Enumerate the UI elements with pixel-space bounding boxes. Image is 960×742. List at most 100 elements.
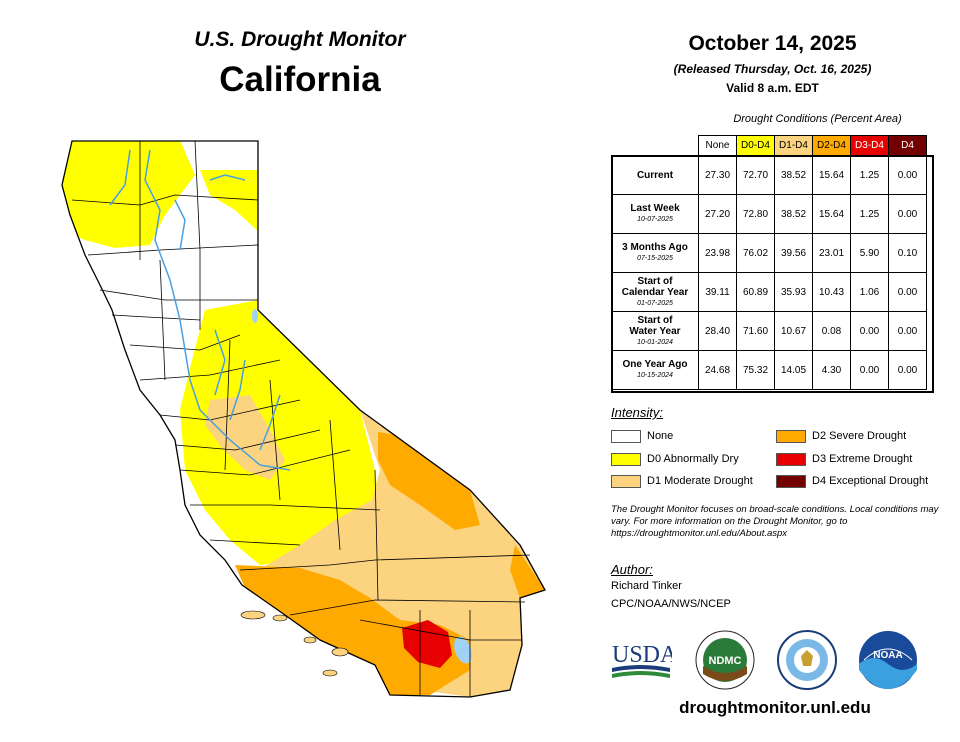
table-caption: Drought Conditions (Percent Area) [733, 113, 902, 125]
row-label-text: 3 Months Ago [622, 242, 688, 253]
table-row: One Year Ago 10-15-2024 24.68 75.32 14.05 4.3… [611, 350, 927, 390]
state-title: California [219, 60, 381, 99]
table-cell: 0.00 [888, 311, 927, 351]
col-header-d3-d4: D3-D4 [850, 135, 889, 156]
legend-label: D1 Moderate Drought [647, 475, 753, 487]
drought-conditions-table: None D0-D4 D1-D4 D2-D4 D3-D4 D4 Current 2… [611, 135, 927, 390]
table-cell: 0.00 [850, 311, 889, 351]
map-date: October 14, 2025 [688, 32, 857, 55]
legend-d3: D3 Extreme Drought [776, 451, 912, 467]
table-row: 3 Months Ago 07-15-2025 23.98 76.02 39.56 23.… [611, 233, 927, 273]
row-date: 10-15-2024 [637, 372, 673, 379]
legend-d4: D4 Exceptional Drought [776, 473, 928, 489]
row-label: 3 Months Ago 07-15-2025 [611, 233, 699, 273]
table-cell: 27.30 [698, 155, 737, 195]
row-date: 07-15-2025 [637, 255, 673, 262]
col-header-none: None [698, 135, 737, 156]
table-cell: 0.00 [888, 194, 927, 234]
d1-central-area [205, 395, 285, 480]
author-org: CPC/NOAA/NWS/NCEP [611, 598, 731, 610]
county-lines [71, 140, 531, 697]
d0-north-area [62, 141, 195, 248]
row-label: Current [611, 155, 699, 195]
author-name: Richard Tinker [611, 580, 682, 592]
legend-label: D0 Abnormally Dry [647, 453, 739, 465]
col-header-d0-d4: D0-D4 [736, 135, 775, 156]
legend-label: D2 Severe Drought [812, 430, 907, 442]
table-cell: 5.90 [850, 233, 889, 273]
row-label-text: Start of Water Year [629, 314, 681, 337]
intensity-title: Intensity: [611, 405, 664, 420]
rivers [109, 149, 291, 471]
table-cell: 10.67 [774, 311, 813, 351]
table-cell: 0.08 [812, 311, 851, 351]
row-date: 01-07-2025 [637, 299, 673, 307]
table-cell: 23.01 [812, 233, 851, 273]
d2-east-area [378, 432, 480, 530]
usda-logo: USDA [612, 642, 672, 678]
row-label: Start of Water Year 10-01-2024 [611, 311, 699, 351]
d1-south-area [262, 410, 545, 697]
lake-tahoe [252, 309, 258, 323]
table-cell: 0.00 [888, 272, 927, 312]
col-header-d2-d4: D2-D4 [812, 135, 851, 156]
col-header-d1-d4: D1-D4 [774, 135, 813, 156]
table-cell: 38.52 [774, 194, 813, 234]
legend-label: D4 Exceptional Drought [812, 475, 929, 487]
noaa-logo: NOAA [859, 631, 917, 689]
table-cell: 60.89 [736, 272, 775, 312]
noaa-logo-text: NOAA [873, 650, 902, 661]
legend-swatch [776, 429, 806, 443]
release-date: (Released Thursday, Oct. 16, 2025) [673, 62, 872, 76]
table-cell: 75.32 [736, 350, 775, 390]
table-cell: 39.11 [698, 272, 737, 312]
table-cell: 1.25 [850, 155, 889, 195]
usda-logo-text: USDA [612, 642, 672, 668]
map-title: U.S. Drought Monitor [194, 28, 406, 51]
table-cell: 38.52 [774, 155, 813, 195]
table-cell: 0.10 [888, 233, 927, 273]
table-row: Last Week 10-07-2025 27.20 72.80 38.52 15.64 1… [611, 194, 927, 234]
table-cell: 28.40 [698, 311, 737, 351]
valid-time: Valid 8 a.m. EDT [726, 81, 819, 95]
table-row: Current 27.30 72.70 38.52 15.64 1.25 0.00 [611, 155, 927, 195]
ndmc-logo-text: NDMC [709, 655, 742, 667]
table-cell: 76.02 [736, 233, 775, 273]
legend-swatch [776, 452, 806, 466]
table-cell: 35.93 [774, 272, 813, 312]
salton-sea [454, 636, 472, 664]
legend-swatch [611, 429, 641, 443]
row-label: Start of Calendar Year 01-07-2025 [611, 272, 699, 312]
table-corner [612, 136, 699, 156]
table-cell: 71.60 [736, 311, 775, 351]
legend-swatch [776, 474, 806, 488]
row-label-text: Start of Calendar Year [621, 275, 689, 298]
table-cell: 10.43 [812, 272, 851, 312]
commerce-logo [777, 630, 837, 690]
table-cell: 15.64 [812, 155, 851, 195]
d3-area [402, 620, 452, 668]
row-label: One Year Ago 10-15-2024 [611, 350, 699, 390]
row-label-text: Last Week [630, 203, 680, 214]
d2-far-east-area [510, 545, 545, 598]
table-row: Start of Water Year 10-01-2024 28.40 71.60 10… [611, 311, 927, 351]
table-cell: 27.20 [698, 194, 737, 234]
table-cell: 15.64 [812, 194, 851, 234]
row-date: 10-01-2024 [637, 338, 673, 346]
legend-swatch [611, 474, 641, 488]
legend-swatch [611, 452, 641, 466]
channel-islands [240, 610, 349, 677]
d0-central-area [180, 300, 380, 565]
table-cell: 0.00 [888, 155, 927, 195]
disclaimer-text: The Drought Monitor focuses on broad-sca… [611, 504, 939, 539]
legend-d0: D0 Abnormally Dry [611, 451, 739, 467]
row-label-text: Current [636, 169, 674, 181]
row-label: Last Week 10-07-2025 [611, 194, 699, 234]
legend-label: D3 Extreme Drought [812, 453, 913, 465]
site-url[interactable]: droughtmonitor.unl.edu [679, 698, 871, 717]
table-cell: 39.56 [774, 233, 813, 273]
table-cell: 72.80 [736, 194, 775, 234]
table-cell: 0.00 [888, 350, 927, 390]
legend-label: None [647, 430, 674, 442]
d0-northeast-area [200, 170, 262, 235]
